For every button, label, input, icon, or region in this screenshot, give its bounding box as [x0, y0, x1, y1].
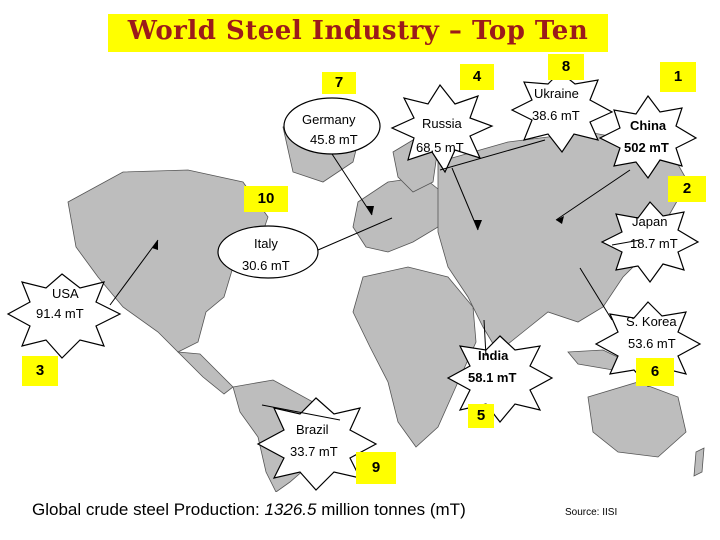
label-brazil-production: 33.7 mT: [290, 444, 338, 459]
rank-badge-india: 5: [468, 404, 494, 428]
north-america-shape: [67, 169, 269, 353]
label-s-korea-production: 53.6 mT: [628, 336, 676, 351]
label-italy-production: 30.6 mT: [242, 258, 290, 273]
label-s-korea-country: S. Korea: [626, 314, 677, 329]
russia-pointer-arrowhead: [474, 220, 482, 230]
label-germany-production: 45.8 mT: [310, 132, 358, 147]
rank-badge-china: 1: [660, 62, 696, 92]
label-italy-country: Italy: [254, 236, 278, 251]
usa-pointer-arrowhead: [152, 240, 158, 250]
label-japan-country: Japan: [632, 214, 668, 229]
page-title: World Steel Industry – Top Ten: [127, 16, 589, 46]
source-note: Source: IISI: [565, 507, 618, 518]
caption-suffix: million tonnes (mT): [316, 500, 466, 519]
new-zealand-shape: [693, 447, 705, 477]
label-germany-country: Germany: [302, 112, 356, 127]
ukraine-callout-burst: [510, 71, 614, 154]
italy-pointer: [317, 217, 393, 251]
rank-badge-germany: 7: [322, 72, 356, 94]
label-india-country: India: [478, 348, 509, 363]
global-production-caption: Global crude steel Production: 1326.5 mi…: [32, 500, 466, 520]
rank-badge-usa: 3: [22, 356, 58, 386]
russia-callout-burst: [390, 83, 494, 174]
ukraine-pointer: [439, 139, 546, 171]
label-brazil-country: Brazil: [296, 422, 329, 437]
label-usa-country: USA: [52, 286, 79, 301]
label-china-production: 502 mT: [624, 140, 669, 155]
russia-pointer: [451, 167, 479, 231]
label-india-production: 58.1 mT: [468, 370, 517, 385]
caption-value: 1326.5: [264, 500, 317, 519]
label-china-country: China: [630, 118, 667, 133]
china-pointer-arrowhead: [556, 216, 564, 224]
label-russia-country: Russia: [422, 116, 462, 131]
caption-prefix: Global crude steel Production:: [32, 500, 265, 519]
china-pointer: [555, 169, 631, 221]
china-callout-burst: [598, 94, 698, 180]
label-usa-production: 91.4 mT: [36, 306, 84, 321]
label-ukraine-production: 38.6 mT: [532, 108, 580, 123]
india-pointer: [483, 319, 487, 357]
africa-shape: [352, 266, 477, 448]
label-japan-production: 18.7 mT: [630, 236, 678, 251]
usa-callout-burst: [6, 273, 122, 359]
germany-pointer-arrowhead: [366, 206, 374, 215]
japan-callout-burst: [600, 201, 700, 284]
italy-callout-bubble: [217, 225, 319, 279]
brazil-pointer: [261, 404, 341, 421]
germany-pointer: [331, 153, 373, 216]
rank-badge-s-korea: 6: [636, 358, 674, 386]
japan-pointer: [611, 239, 641, 246]
s-korea-callout-burst: [594, 301, 702, 387]
rank-badge-brazil: 9: [356, 452, 396, 484]
title-highlight: [108, 14, 608, 52]
rank-badge-italy: 10: [244, 186, 288, 212]
label-ukraine-country: Ukraine: [534, 86, 579, 101]
label-russia-production: 68.5 mT: [416, 140, 464, 155]
brazil-callout-burst: [256, 397, 378, 491]
s-korea-pointer: [579, 267, 613, 321]
usa-pointer: [109, 239, 159, 306]
rank-badge-japan: 2: [668, 176, 706, 202]
rank-badge-ukraine: 8: [548, 54, 584, 80]
india-callout-burst: [446, 335, 554, 423]
rank-badge-russia: 4: [460, 64, 494, 90]
